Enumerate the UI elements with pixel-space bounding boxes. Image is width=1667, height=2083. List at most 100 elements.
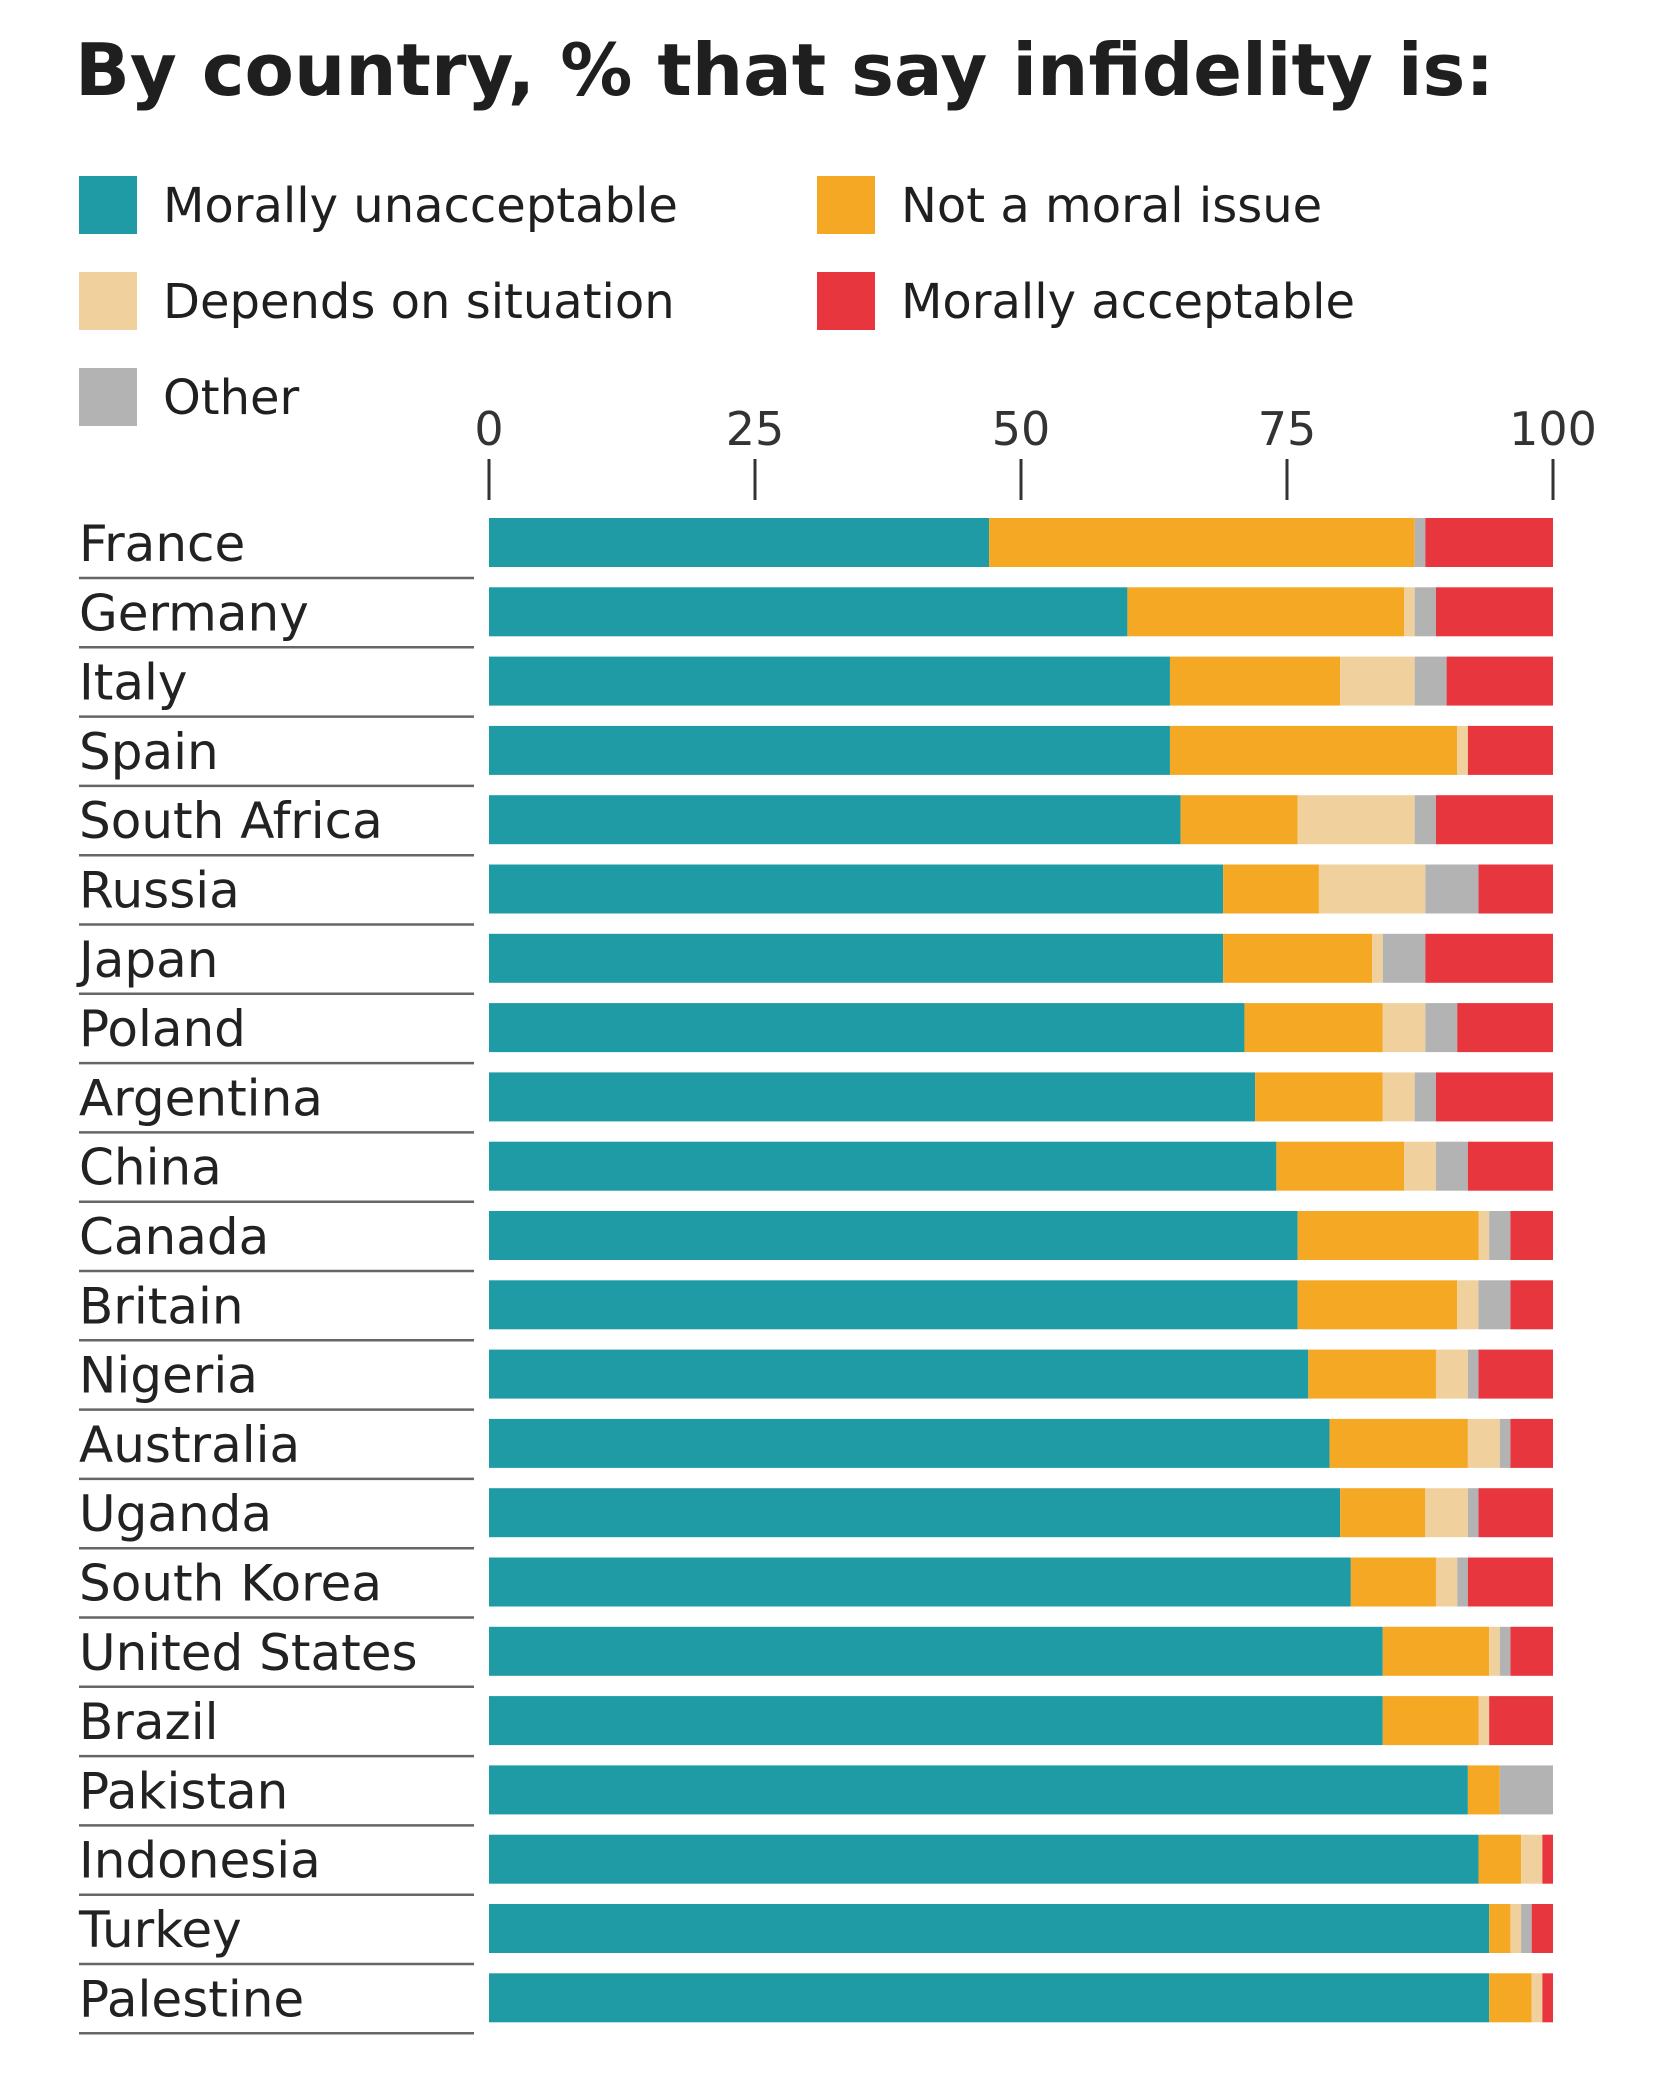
- row-pakistan: Pakistan: [79, 1762, 1553, 1827]
- bar-segment-not-a-moral-issue: [1255, 1072, 1383, 1122]
- bar-segment-morally-acceptable: [1467, 725, 1553, 775]
- bar-segment-other: [1414, 587, 1436, 637]
- bar-segment-morally-acceptable: [1425, 933, 1553, 983]
- bar-segment-not-a-moral-issue: [989, 518, 1415, 567]
- row-australia: Australia: [79, 1416, 1553, 1481]
- country-label: Spain: [79, 723, 219, 781]
- bar-segment-morally-acceptable: [1510, 1211, 1553, 1260]
- legend-swatch-not-a-moral-issue: [817, 176, 875, 234]
- bar-segment-morally-unacceptable: [489, 1765, 1468, 1815]
- bar-segment-not-a-moral-issue: [1382, 1696, 1479, 1746]
- bar-segment-morally-acceptable: [1446, 656, 1553, 706]
- bar-segment-not-a-moral-issue: [1180, 795, 1298, 845]
- row-china: China: [79, 1139, 1553, 1203]
- bar-segment-other: [1489, 1211, 1511, 1260]
- row-germany: Germany: [79, 584, 1553, 649]
- bar-segment-not-a-moral-issue: [1489, 1973, 1532, 2023]
- country-label: Poland: [79, 1000, 246, 1058]
- bar-segment-morally-unacceptable: [489, 795, 1181, 845]
- bar-segment-morally-acceptable: [1435, 587, 1553, 637]
- country-label: Brazil: [79, 1693, 219, 1751]
- country-label: Germany: [79, 584, 309, 642]
- row-indonesia: Indonesia: [79, 1832, 1553, 1896]
- bar-segment-depends-on-situation: [1382, 1072, 1415, 1122]
- bar-segment-other: [1467, 1488, 1479, 1538]
- bar-segment-morally-acceptable: [1510, 1418, 1553, 1468]
- bar-segment-morally-unacceptable: [489, 1072, 1256, 1122]
- country-label: United States: [79, 1624, 418, 1682]
- country-label: Britain: [79, 1277, 244, 1335]
- row-nigeria: Nigeria: [79, 1347, 1553, 1411]
- bar-segment-morally-unacceptable: [489, 1349, 1309, 1399]
- row-brazil: Brazil: [79, 1693, 1553, 1758]
- bar-segment-morally-unacceptable: [489, 933, 1224, 983]
- country-label: Palestine: [79, 1970, 304, 2028]
- bar-segment-not-a-moral-issue: [1297, 1280, 1458, 1330]
- bar-segment-depends-on-situation: [1510, 1904, 1522, 1953]
- country-label: France: [79, 515, 245, 573]
- bar-segment-depends-on-situation: [1467, 1418, 1500, 1468]
- country-label: Argentina: [79, 1069, 323, 1127]
- row-italy: Italy: [79, 654, 1553, 718]
- bar-segment-morally-acceptable: [1467, 1557, 1553, 1607]
- bar-segment-other: [1425, 1003, 1458, 1053]
- bar-segment-depends-on-situation: [1478, 1211, 1490, 1260]
- legend-swatch-other: [79, 368, 137, 426]
- row-poland: Poland: [79, 1000, 1553, 1065]
- bar-segment-not-a-moral-issue: [1223, 864, 1319, 914]
- country-label: South Africa: [79, 792, 383, 850]
- bar-segment-not-a-moral-issue: [1276, 1141, 1405, 1191]
- bar-segment-depends-on-situation: [1425, 1488, 1468, 1538]
- legend-item-other: Other: [79, 368, 300, 426]
- x-tick-label: 100: [1509, 402, 1597, 456]
- bar-segment-morally-acceptable: [1510, 1280, 1553, 1330]
- bar-segment-morally-acceptable: [1531, 1904, 1553, 1953]
- country-label: South Korea: [79, 1555, 382, 1613]
- bar-segment-other: [1414, 656, 1447, 706]
- bar-segment-other: [1435, 1141, 1468, 1191]
- bar-segment-other: [1425, 864, 1479, 914]
- bar-segment-depends-on-situation: [1404, 587, 1415, 637]
- bar-segment-morally-acceptable: [1435, 795, 1553, 845]
- legend-label-depends-on-situation: Depends on situation: [163, 274, 675, 330]
- bar-segment-morally-unacceptable: [489, 1834, 1479, 1884]
- bar-segment-depends-on-situation: [1404, 1141, 1436, 1191]
- bar-segment-morally-unacceptable: [489, 1696, 1383, 1746]
- country-label: Pakistan: [79, 1762, 288, 1820]
- bar-segment-not-a-moral-issue: [1127, 587, 1405, 637]
- bar-segment-morally-unacceptable: [489, 864, 1224, 914]
- bar-segment-depends-on-situation: [1372, 933, 1383, 983]
- x-tick-label: 0: [474, 402, 503, 456]
- country-label: Canada: [79, 1208, 269, 1266]
- legend-label-not-a-moral-issue: Not a moral issue: [901, 178, 1322, 234]
- row-south-africa: South Africa: [79, 792, 1553, 857]
- row-south-korea: South Korea: [79, 1555, 1553, 1619]
- bar-segment-not-a-moral-issue: [1478, 1834, 1522, 1884]
- bar-segment-morally-unacceptable: [489, 1488, 1341, 1538]
- bar-segment-depends-on-situation: [1340, 656, 1415, 706]
- bar-segment-depends-on-situation: [1318, 864, 1426, 914]
- legend-label-morally-unacceptable: Morally unacceptable: [163, 178, 678, 234]
- bar-segment-morally-unacceptable: [489, 1211, 1298, 1260]
- bar-segment-not-a-moral-issue: [1350, 1557, 1436, 1607]
- bar-segment-morally-acceptable: [1489, 1696, 1553, 1746]
- country-label: China: [79, 1139, 222, 1197]
- row-spain: Spain: [79, 723, 1553, 788]
- bar-segment-morally-unacceptable: [489, 1557, 1351, 1607]
- bar-rows: France Germany Italy Spain South Africa Russi…: [76, 515, 1553, 2035]
- bar-segment-not-a-moral-issue: [1169, 656, 1341, 706]
- bar-segment-not-a-moral-issue: [1169, 725, 1458, 775]
- bar-segment-not-a-moral-issue: [1489, 1904, 1511, 1953]
- bar-segment-morally-unacceptable: [489, 1141, 1277, 1191]
- bar-segment-not-a-moral-issue: [1382, 1626, 1490, 1676]
- legend-item-depends-on-situation: Depends on situation: [79, 272, 675, 330]
- bar-segment-morally-acceptable: [1510, 1626, 1553, 1676]
- legend-item-morally-unacceptable: Morally unacceptable: [79, 176, 678, 234]
- bar-segment-other: [1414, 795, 1436, 845]
- x-tick-label: 50: [992, 402, 1051, 456]
- legend-item-not-a-moral-issue: Not a moral issue: [817, 176, 1322, 234]
- bar-segment-morally-acceptable: [1478, 1488, 1553, 1538]
- legend-label-morally-acceptable: Morally acceptable: [901, 274, 1355, 330]
- bar-segment-other: [1499, 1418, 1511, 1468]
